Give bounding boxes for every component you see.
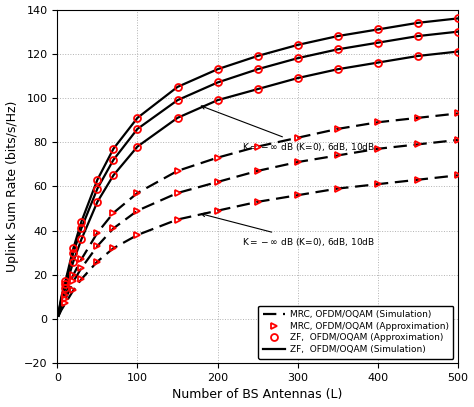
Text: K$=-\infty$ dB (K=0), 6dB, 10dB: K$=-\infty$ dB (K=0), 6dB, 10dB	[201, 105, 374, 153]
X-axis label: Number of BS Antennas (L): Number of BS Antennas (L)	[173, 388, 343, 401]
Legend: MRC, OFDM/OQAM (Simulation), MRC, OFDM/OQAM (Approximation), ZF,  OFDM/OQAM (App: MRC, OFDM/OQAM (Simulation), MRC, OFDM/O…	[258, 306, 454, 359]
Y-axis label: Uplink Sum Rate (bits/s/Hz): Uplink Sum Rate (bits/s/Hz)	[6, 101, 18, 272]
Text: K$=-\infty$ dB (K=0), 6dB, 10dB: K$=-\infty$ dB (K=0), 6dB, 10dB	[201, 213, 374, 247]
